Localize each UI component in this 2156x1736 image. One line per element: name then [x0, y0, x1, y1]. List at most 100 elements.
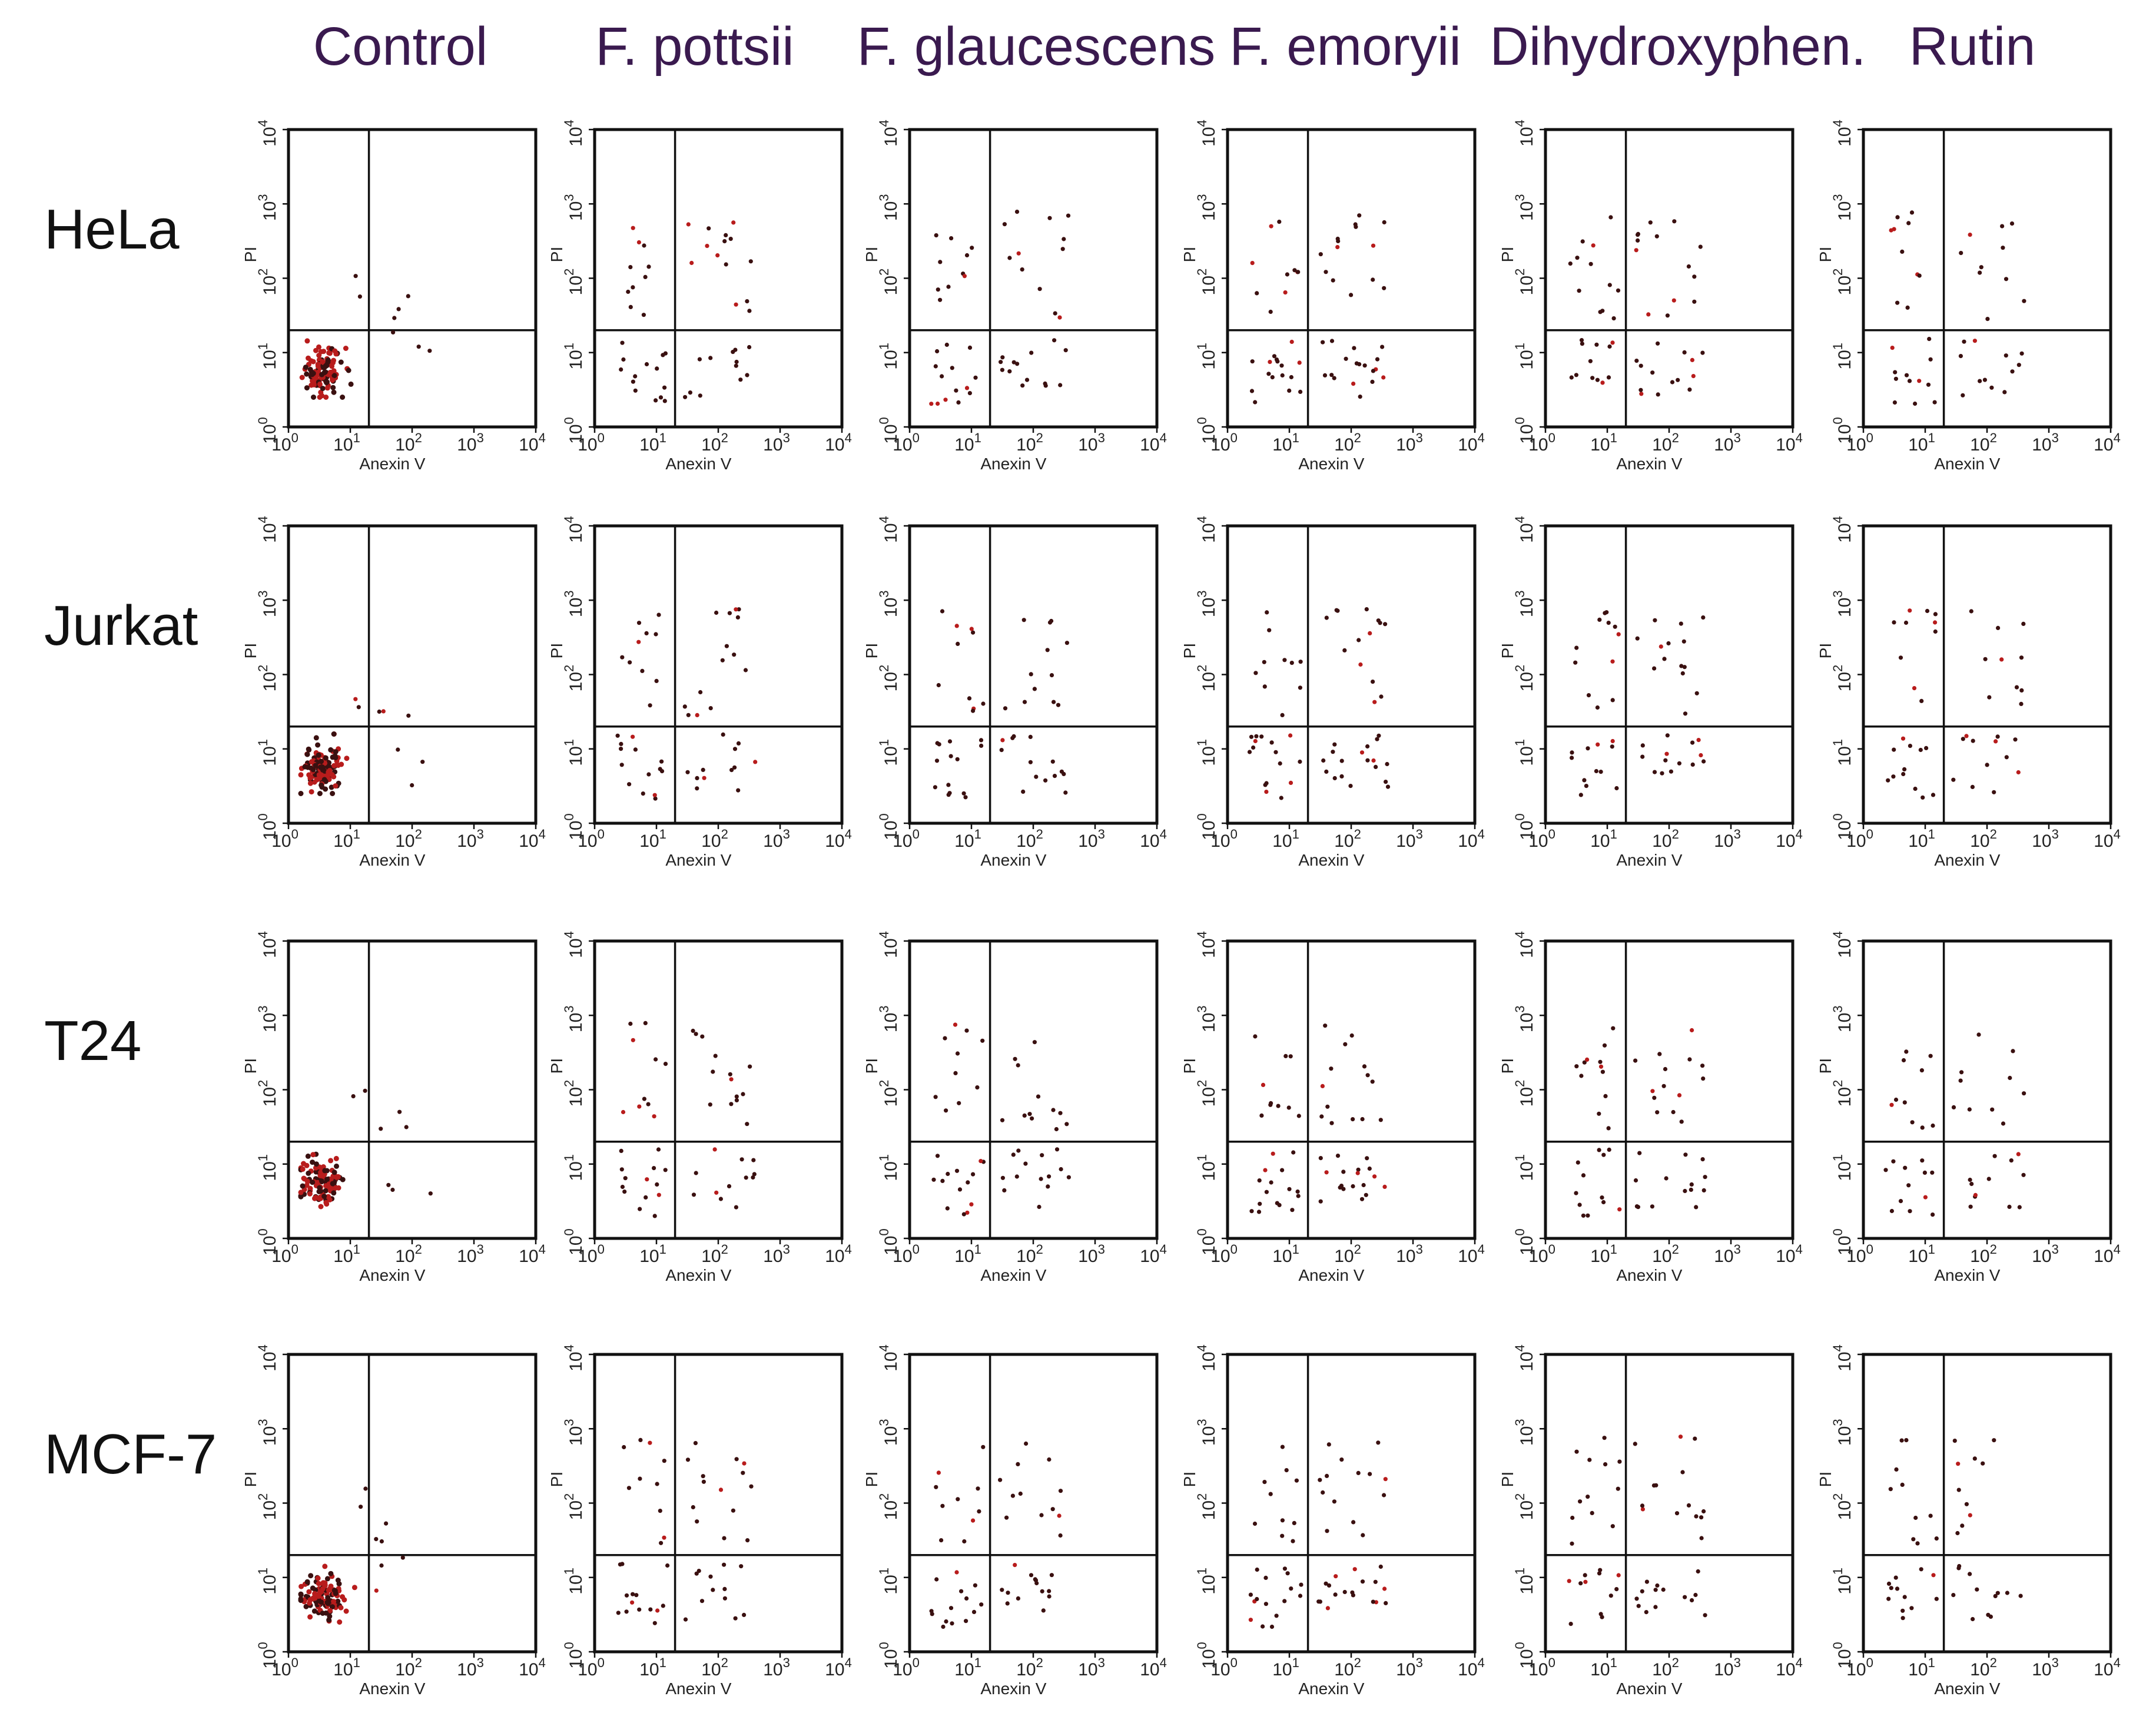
data-point: [1701, 1076, 1706, 1081]
data-point: [1693, 1436, 1697, 1441]
data-point: [1598, 310, 1603, 314]
plot-frame: [1226, 1353, 1477, 1654]
y-tick-label: 100: [1195, 1228, 1219, 1255]
data-point: [303, 1604, 309, 1609]
data-point: [1335, 245, 1340, 250]
data-point: [1318, 1199, 1323, 1204]
data-point: [1577, 289, 1581, 293]
data-point: [981, 1445, 986, 1449]
y-axis-label: PI: [548, 1058, 566, 1074]
data-point: [1681, 639, 1686, 644]
y-axis-label: PI: [863, 1058, 881, 1074]
data-point: [930, 1612, 934, 1616]
data-point: [310, 767, 316, 773]
data-point: [654, 398, 658, 403]
data-point: [326, 1588, 331, 1593]
data-point: [1579, 1074, 1584, 1078]
data-point: [1633, 1178, 1638, 1183]
y-tick-label: 101: [562, 739, 586, 766]
data-point: [1568, 1622, 1573, 1626]
data-point: [947, 739, 953, 744]
data-point: [1269, 1180, 1273, 1185]
y-axis-label: PI: [1816, 1472, 1835, 1487]
data-point: [682, 704, 687, 709]
data-point: [329, 1604, 335, 1610]
data-point: [379, 1563, 384, 1568]
y-tick-label: 104: [256, 516, 280, 543]
data-point: [1341, 1187, 1346, 1191]
data-point: [1931, 1212, 1935, 1217]
data-point: [1926, 382, 1931, 387]
data-point: [648, 1440, 652, 1445]
data-point: [1603, 1094, 1608, 1098]
data-point: [1699, 753, 1703, 758]
data-point: [328, 369, 333, 375]
x-tick-label: 101: [333, 430, 360, 455]
y-tick-label: 103: [256, 1419, 280, 1446]
data-point: [324, 379, 330, 385]
y-tick-label: 101: [562, 1568, 586, 1595]
y-tick-label: 103: [562, 194, 586, 221]
data-point: [1353, 222, 1358, 227]
data-point: [313, 763, 319, 768]
data-point: [1982, 377, 1987, 382]
data-point: [732, 652, 737, 657]
y-axis-label: PI: [1816, 643, 1835, 658]
x-tick-label: 102: [701, 430, 728, 455]
y-tick-label: 102: [877, 269, 901, 296]
data-point: [1351, 1593, 1355, 1598]
data-point: [2021, 621, 2026, 626]
data-point: [1037, 1204, 1041, 1210]
data-point: [1909, 210, 1915, 215]
data-point: [656, 612, 661, 617]
data-point: [701, 1479, 706, 1484]
data-point: [624, 1609, 629, 1614]
data-point: [1063, 790, 1068, 795]
y-tick-label: 102: [562, 269, 586, 296]
data-point: [1028, 734, 1033, 739]
data-point: [1041, 1608, 1046, 1613]
data-point: [1007, 256, 1012, 260]
y-tick-label: 104: [1512, 120, 1537, 147]
data-point: [695, 776, 699, 780]
data-point: [335, 1578, 341, 1583]
x-tick-label: 102: [1334, 430, 1361, 455]
data-point: [1249, 1209, 1254, 1214]
data-point: [1040, 1153, 1044, 1158]
data-point: [1264, 1190, 1269, 1194]
data-point: [1332, 1499, 1336, 1504]
data-point: [357, 294, 363, 299]
x-tick-label: 102: [1970, 1242, 1997, 1266]
data-point: [1883, 1168, 1888, 1172]
x-tick-label: 102: [1652, 1655, 1679, 1679]
plot-frame: [1226, 128, 1477, 429]
data-point: [940, 1503, 945, 1508]
data-point: [1257, 1178, 1262, 1183]
data-point: [1342, 648, 1347, 652]
y-tick-label: 101: [877, 739, 901, 766]
data-point: [307, 1191, 313, 1197]
data-point: [1289, 375, 1293, 380]
data-point: [944, 342, 949, 347]
data-point: [620, 655, 625, 660]
x-tick-label: 103: [2032, 827, 2059, 851]
data-point: [324, 1177, 330, 1182]
data-point: [1318, 252, 1323, 257]
x-tick-label: 102: [1334, 827, 1361, 851]
data-point: [1660, 771, 1664, 776]
data-point: [1335, 608, 1340, 613]
data-point: [1574, 645, 1579, 650]
y-tick-label: 103: [562, 1419, 586, 1446]
data-point: [2001, 1121, 2006, 1126]
data-point: [1900, 1616, 1905, 1621]
data-point: [1296, 270, 1301, 274]
data-point: [1046, 1184, 1050, 1189]
data-point: [1614, 1587, 1619, 1592]
data-point: [1581, 1173, 1586, 1178]
data-point: [1376, 618, 1381, 623]
data-point: [312, 1591, 317, 1596]
data-point: [752, 1172, 757, 1177]
data-point: [1970, 784, 1975, 789]
